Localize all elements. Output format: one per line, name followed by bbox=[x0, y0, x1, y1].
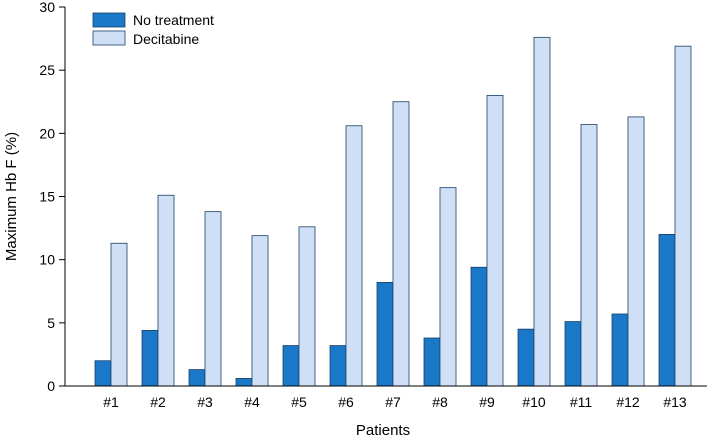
bar-decitabine-p7 bbox=[392, 101, 410, 387]
y-axis: 0 5 10 15 20 25 30 bbox=[39, 0, 66, 394]
bar-decitabine-p4 bbox=[251, 235, 269, 387]
bar-decitabine-p2 bbox=[157, 194, 175, 387]
y-tick-label: 30 bbox=[39, 0, 55, 15]
x-tick-label: #11 bbox=[570, 394, 593, 410]
x-tick-label: #13 bbox=[663, 394, 687, 410]
legend-label-no-treatment: No treatment bbox=[133, 12, 214, 28]
bar-decitabine-p8 bbox=[439, 187, 457, 387]
bar-no-treatment-p7 bbox=[376, 282, 394, 387]
bar-decitabine-p10 bbox=[533, 36, 551, 387]
y-axis-title: Maximum Hb F (%) bbox=[3, 132, 20, 261]
bar-decitabine-p13 bbox=[674, 45, 692, 387]
x-tick-label: #9 bbox=[479, 394, 495, 410]
x-tick-label: #12 bbox=[616, 394, 640, 410]
bar-decitabine-p3 bbox=[204, 211, 222, 387]
bar-no-treatment-p13 bbox=[658, 233, 676, 387]
x-tick-label: #2 bbox=[150, 394, 166, 410]
bar-no-treatment-p12 bbox=[611, 313, 629, 387]
bar-no-treatment-p5 bbox=[282, 345, 300, 387]
bar-no-treatment-p11 bbox=[564, 321, 582, 387]
bar-no-treatment-p1 bbox=[94, 360, 112, 387]
bar-decitabine-p11 bbox=[580, 124, 598, 387]
y-tick-label: 25 bbox=[39, 62, 55, 78]
plot-area bbox=[94, 36, 692, 387]
bar-no-treatment-p8 bbox=[423, 337, 441, 387]
y-tick-label: 0 bbox=[47, 378, 55, 394]
bar-no-treatment-p2 bbox=[141, 330, 159, 387]
bar-decitabine-p9 bbox=[486, 95, 504, 387]
legend: No treatment Decitabine bbox=[92, 12, 214, 47]
bar-no-treatment-p4 bbox=[235, 378, 253, 387]
x-tick-label: #6 bbox=[338, 394, 354, 410]
y-tick-label: 5 bbox=[47, 315, 55, 331]
x-axis-title: Patients bbox=[356, 422, 410, 439]
legend-label-decitabine: Decitabine bbox=[133, 31, 199, 47]
bar-no-treatment-p3 bbox=[188, 369, 206, 387]
legend-swatch-decitabine bbox=[92, 30, 126, 46]
y-tick-label: 15 bbox=[39, 189, 55, 205]
x-tick-label: #5 bbox=[291, 394, 307, 410]
bar-decitabine-p5 bbox=[298, 226, 316, 387]
x-tick-label: #1 bbox=[103, 394, 119, 410]
bar-decitabine-p1 bbox=[110, 242, 128, 387]
bar-no-treatment-p10 bbox=[517, 328, 535, 387]
bar-no-treatment-p6 bbox=[329, 345, 347, 387]
x-tick-label: #7 bbox=[385, 394, 401, 410]
x-tick-label: #4 bbox=[244, 394, 260, 410]
x-tick-label: #10 bbox=[522, 394, 546, 410]
x-tick-label: #8 bbox=[432, 394, 448, 410]
legend-swatch-no-treatment bbox=[92, 12, 126, 28]
bar-decitabine-p6 bbox=[345, 125, 363, 387]
x-tick-label: #3 bbox=[197, 394, 213, 410]
y-tick-label: 20 bbox=[39, 125, 55, 141]
x-axis: #1 #2 #3 #4 #5 #6 #7 #8 #9 #10 #11 #12 #13 bbox=[65, 385, 707, 410]
y-tick-label: 10 bbox=[39, 252, 55, 268]
bar-no-treatment-p9 bbox=[470, 266, 488, 387]
bar-decitabine-p12 bbox=[627, 116, 645, 387]
